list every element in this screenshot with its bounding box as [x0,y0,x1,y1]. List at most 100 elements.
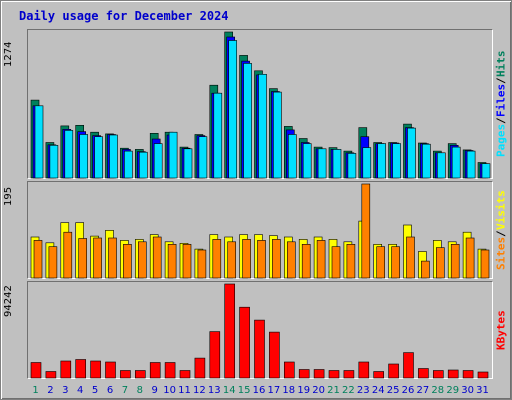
pages-bar [124,150,133,179]
kbytes-bar [462,370,474,379]
pages-bar [392,143,401,179]
sites-bar [376,246,386,279]
sites-bar [108,237,117,279]
sites-bar [361,183,371,279]
day-label: 9 [152,385,158,396]
day-label: 2 [47,385,53,396]
pages-bar [213,92,223,179]
day-label: 12 [193,385,206,396]
pages-bar [481,163,491,179]
pages-bar [139,151,148,179]
sites-bar [272,239,281,279]
day-label: 28 [431,385,444,396]
sites-bar [242,239,251,279]
sites-bar [286,241,296,279]
day-label: 15 [238,385,251,396]
kbytes-bar [239,306,250,379]
day-label: 8 [137,385,143,396]
day-label: 5 [92,385,98,396]
pages-bar [109,134,118,179]
sites-bar [123,244,132,279]
sites-bar [465,237,475,279]
day-label: 18 [282,385,295,396]
kbytes-bar [269,331,280,379]
day-label: 7 [122,385,128,396]
pages-bar [317,148,327,179]
sites-bar [406,236,415,279]
day-label: 4 [77,385,83,396]
pages-bar [153,143,163,179]
day-label: 22 [342,385,355,396]
kbytes-bar [75,359,86,379]
day-label: 3 [62,385,68,396]
kbytes-bar [254,319,265,379]
sites-bar [331,246,341,279]
kbytes-bar [45,371,57,379]
day-label: 16 [253,385,266,396]
day-label: 25 [387,385,400,396]
sites-bar [78,238,87,279]
pages-bar [198,136,208,179]
sites-bar [138,241,147,279]
day-label: 14 [223,385,236,396]
kbytes-bar [60,360,72,379]
sites-bar [480,249,490,279]
kbytes-bar [120,370,131,379]
sites-bar [93,237,102,279]
kbytes-bar [418,368,429,379]
day-label: 13 [208,385,221,396]
sites-bar [316,240,326,279]
pages-bar [332,149,342,179]
day-label: 1 [32,385,38,396]
pages-bar [273,91,282,179]
sites-bar [197,249,207,279]
pages-bar [228,40,237,179]
sites-bar [63,231,73,279]
sites-bar [227,241,236,279]
pages-bar [347,153,357,179]
day-label: 24 [372,385,385,396]
pages-bar [302,143,312,179]
day-label: 19 [297,385,310,396]
pages-bar [451,146,461,179]
kbytes-bar [373,371,385,379]
day-label: 30 [461,385,474,396]
day-label: 10 [163,385,176,396]
day-label: 26 [402,385,415,396]
sites-bar [301,244,311,279]
kbytes-bar [164,362,176,379]
day-label: 17 [268,385,281,396]
sites-bar [450,244,460,279]
kbytes-bar [298,369,310,379]
day-label: 21 [327,385,340,396]
day-label: 6 [107,385,113,396]
sites-bar [152,236,162,279]
kbytes-bar [313,369,325,379]
kbytes-bar [90,360,101,379]
kbytes-bar [403,352,414,379]
kbytes-bar [388,363,399,379]
pages-bar [49,145,59,179]
pages-bar [422,143,431,179]
pages-bar [34,105,44,179]
kbytes-bar [328,370,340,379]
sites-bar [182,244,192,279]
pages-bar [407,127,416,179]
pages-bar [258,74,267,179]
sites-bar [421,260,430,279]
day-label: 11 [178,385,191,396]
kbytes-bar [194,357,206,379]
day-label: 20 [312,385,325,396]
pages-bar [377,143,387,179]
pages-bar [466,150,476,179]
kbytes-bar [135,370,146,379]
kbytes-bar [149,362,161,379]
kbytes-bar [432,370,444,379]
sites-bar [33,240,43,279]
kbytes-bar [209,331,221,379]
kbytes-bar [224,283,235,379]
sites-bar [391,246,400,279]
day-label: 31 [476,385,489,396]
pages-bar [436,152,446,179]
